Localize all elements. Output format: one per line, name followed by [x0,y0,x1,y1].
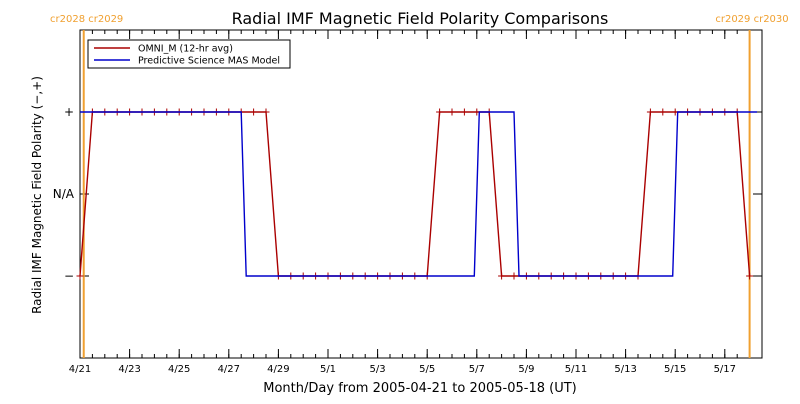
plot-frame [79,29,763,359]
y-tick-label: − [64,269,74,283]
data-point [659,108,667,116]
legend-entry-label: OMNI_M (12-hr avg) [138,44,233,55]
x-tick-label: 5/17 [714,364,736,375]
y-axis-label: Radial IMF Magnetic Field Polarity (−,+) [30,76,44,314]
y-tick-label: N/A [53,187,75,201]
x-axis-label: Month/Day from 2005-04-21 to 2005-05-18 … [263,381,576,396]
data-point [646,108,654,116]
x-tick-label: 4/23 [118,364,140,375]
chart-title: Radial IMF Magnetic Field Polarity Compa… [232,9,609,28]
plot-area: 4/21 4/23 4/25 4/27 4/29 5/1 5/3 5/5 5/7 5/9 5/11 5… [50,14,789,375]
data-point [498,272,506,280]
y-tick-label: + [64,105,74,119]
legend: OMNI_M (12-hr avg)Predictive Science MAS… [87,39,291,69]
x-tick-label: 4/25 [168,364,190,375]
x-tick-label: 5/13 [614,364,636,375]
x-tick-label: 5/15 [664,364,686,375]
x-tick-label: 5/1 [320,364,336,375]
data-point [510,272,518,280]
data-point [262,108,270,116]
series-line-omni [79,111,751,277]
x-tick-label: 5/11 [565,364,587,375]
x-tick-label: 4/29 [267,364,289,375]
legend-box [87,39,291,69]
x-tick-label: 5/5 [419,364,435,375]
carrington-marker-label: cr2028 cr2029 [50,14,123,25]
data-point [460,108,468,116]
data-point [250,108,258,116]
data-point [448,108,456,116]
legend-entry-label: Predictive Science MAS Model [138,56,280,67]
x-tick-label: 5/9 [518,364,534,375]
data-point [746,272,754,280]
series-line-mas-model [80,111,757,277]
data-point [436,108,444,116]
carrington-marker-label: cr2029 cr2030 [715,14,788,25]
x-tick-label: 5/3 [370,364,386,375]
x-tick-label: 4/27 [218,364,240,375]
data-point [76,272,84,280]
x-tick-label: 4/21 [69,364,91,375]
x-tick-label: 5/7 [469,364,485,375]
